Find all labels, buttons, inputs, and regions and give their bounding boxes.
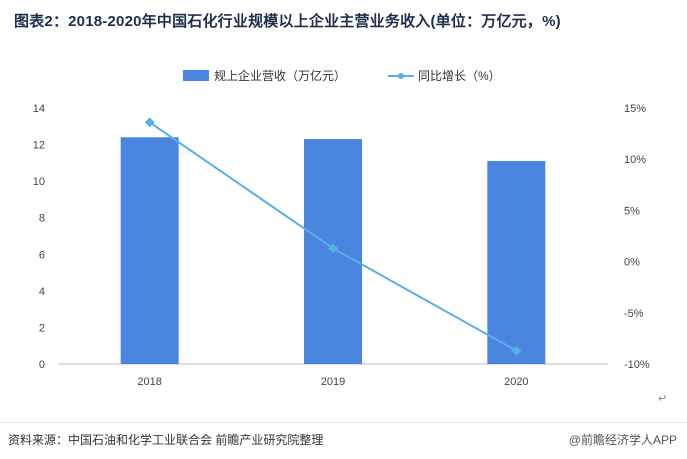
- legend-line-marker: [398, 73, 404, 79]
- combo-chart: 规上企业营收（万亿元） 同比增长（%） 0 2 4 6 8 10 12 14 -10% -5% 0…: [33, 68, 650, 388]
- y-right-tick-label: 5%: [624, 205, 640, 217]
- y-left-tick-label: 12: [33, 140, 45, 152]
- y-left-tick-label: 14: [33, 103, 45, 115]
- bar: [120, 137, 179, 364]
- y-right-tick-label: -5%: [624, 308, 644, 320]
- return-mark: ↵: [658, 393, 668, 405]
- y-left-tick-label: 4: [39, 286, 45, 298]
- source-note: 资料来源：中国石油和化学工业联合会 前瞻产业研究院整理: [8, 433, 324, 447]
- chart-title: 图表2：2018-2020年中国石化行业规模以上企业主营业务收入(单位：万亿元，…: [14, 13, 561, 30]
- line-point: [144, 117, 155, 128]
- line-point: [328, 243, 338, 254]
- y-left-ticks: 0 2 4 6 8 10 12 14: [33, 103, 45, 371]
- x-tick-label: 2019: [321, 376, 345, 388]
- legend-bar-swatch: [183, 70, 209, 81]
- x-ticks: 2018 2019 2020: [137, 376, 528, 388]
- y-left-tick-label: 8: [39, 213, 45, 225]
- x-tick-label: 2018: [137, 376, 161, 388]
- line-point: [511, 345, 522, 356]
- y-right-tick-label: -10%: [624, 359, 650, 371]
- y-left-tick-label: 0: [39, 359, 45, 371]
- y-right-tick-label: 10%: [624, 154, 646, 166]
- line-series: [144, 117, 522, 356]
- legend: 规上企业营收（万亿元） 同比增长（%）: [183, 68, 501, 83]
- footer: 资料来源：中国石油和化学工业联合会 前瞻产业研究院整理 @前瞻经济学人APP: [0, 422, 687, 451]
- y-right-tick-label: 15%: [624, 103, 646, 115]
- y-left-tick-label: 10: [33, 176, 45, 188]
- y-left-tick-label: 2: [39, 322, 45, 334]
- y-right-tick-label: 0%: [624, 257, 640, 269]
- bar-series: [120, 137, 546, 364]
- legend-bar-label: 规上企业营收（万亿元）: [214, 68, 346, 83]
- legend-line-label: 同比增长（%）: [418, 69, 501, 83]
- y-right-ticks: -10% -5% 0% 5% 10% 15%: [624, 103, 650, 371]
- x-tick-label: 2020: [504, 376, 528, 388]
- y-left-tick-label: 6: [39, 249, 45, 261]
- bar: [487, 161, 546, 364]
- brand-label: @前瞻经济学人APP: [568, 433, 677, 447]
